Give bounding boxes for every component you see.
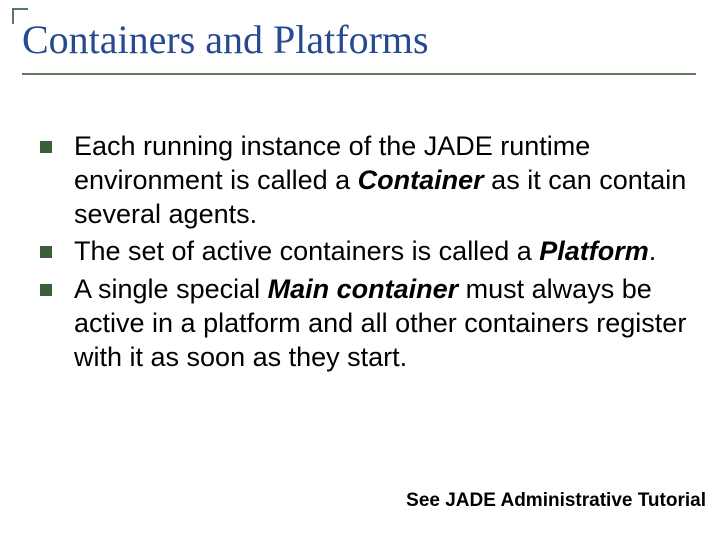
footer-note: See JADE Administrative Tutorial (406, 490, 706, 512)
bullet-text: A single special Main container must alw… (74, 273, 692, 374)
emphasis-term: Container (358, 165, 484, 195)
text-segment: The set of active containers is called a (74, 236, 539, 266)
square-bullet-icon (40, 141, 52, 153)
list-item: A single special Main container must alw… (36, 273, 692, 374)
text-segment: A single special (74, 274, 268, 304)
square-bullet-icon (40, 246, 52, 258)
list-item: Each running instance of the JADE runtim… (36, 130, 692, 231)
slide-title: Containers and Platforms (22, 16, 696, 69)
bullet-text: Each running instance of the JADE runtim… (74, 130, 692, 231)
slide-body: Each running instance of the JADE runtim… (36, 130, 692, 378)
emphasis-term: Main container (268, 274, 459, 304)
bullet-text: The set of active containers is called a… (74, 235, 692, 269)
text-segment: . (649, 236, 657, 266)
emphasis-term: Platform (539, 236, 649, 266)
square-bullet-icon (40, 284, 52, 296)
slide: Containers and Platforms Each running in… (0, 0, 720, 540)
title-underline (22, 73, 696, 75)
title-block: Containers and Platforms (22, 16, 696, 75)
list-item: The set of active containers is called a… (36, 235, 692, 269)
